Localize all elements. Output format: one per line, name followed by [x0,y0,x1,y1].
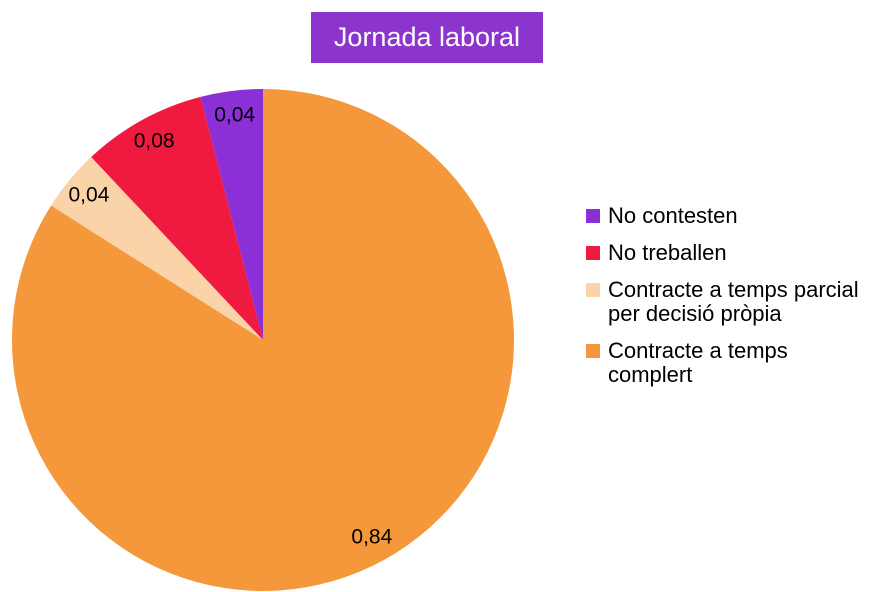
legend-item: No treballen [584,241,874,265]
pie-slice [51,157,263,340]
legend-swatch [586,344,600,358]
pie-slice [11,89,514,591]
data-label: 0,04 [214,103,255,126]
pie-slice [200,89,263,340]
legend-item: Contracte a temps parcial per decisió pr… [584,278,874,326]
legend-item: Contracte a temps complert [584,339,874,387]
legend-label: No treballen [608,240,727,265]
legend-swatch [586,246,600,260]
data-label: 0,08 [134,130,175,153]
legend-label: Contracte a temps parcial per decisió pr… [608,277,859,326]
legend-swatch [586,283,600,297]
legend-label: Contracte a temps complert [608,338,788,387]
legend: No contesten No treballen Contracte a temp… [584,204,874,400]
data-label: 0,04 [69,184,110,207]
pie-slice [91,96,263,341]
data-label: 0,84 [351,526,392,549]
legend-swatch [586,209,600,223]
legend-label: No contesten [608,203,738,228]
legend-item: No contesten [584,204,874,228]
chart-title: Jornada laboral [311,12,543,63]
